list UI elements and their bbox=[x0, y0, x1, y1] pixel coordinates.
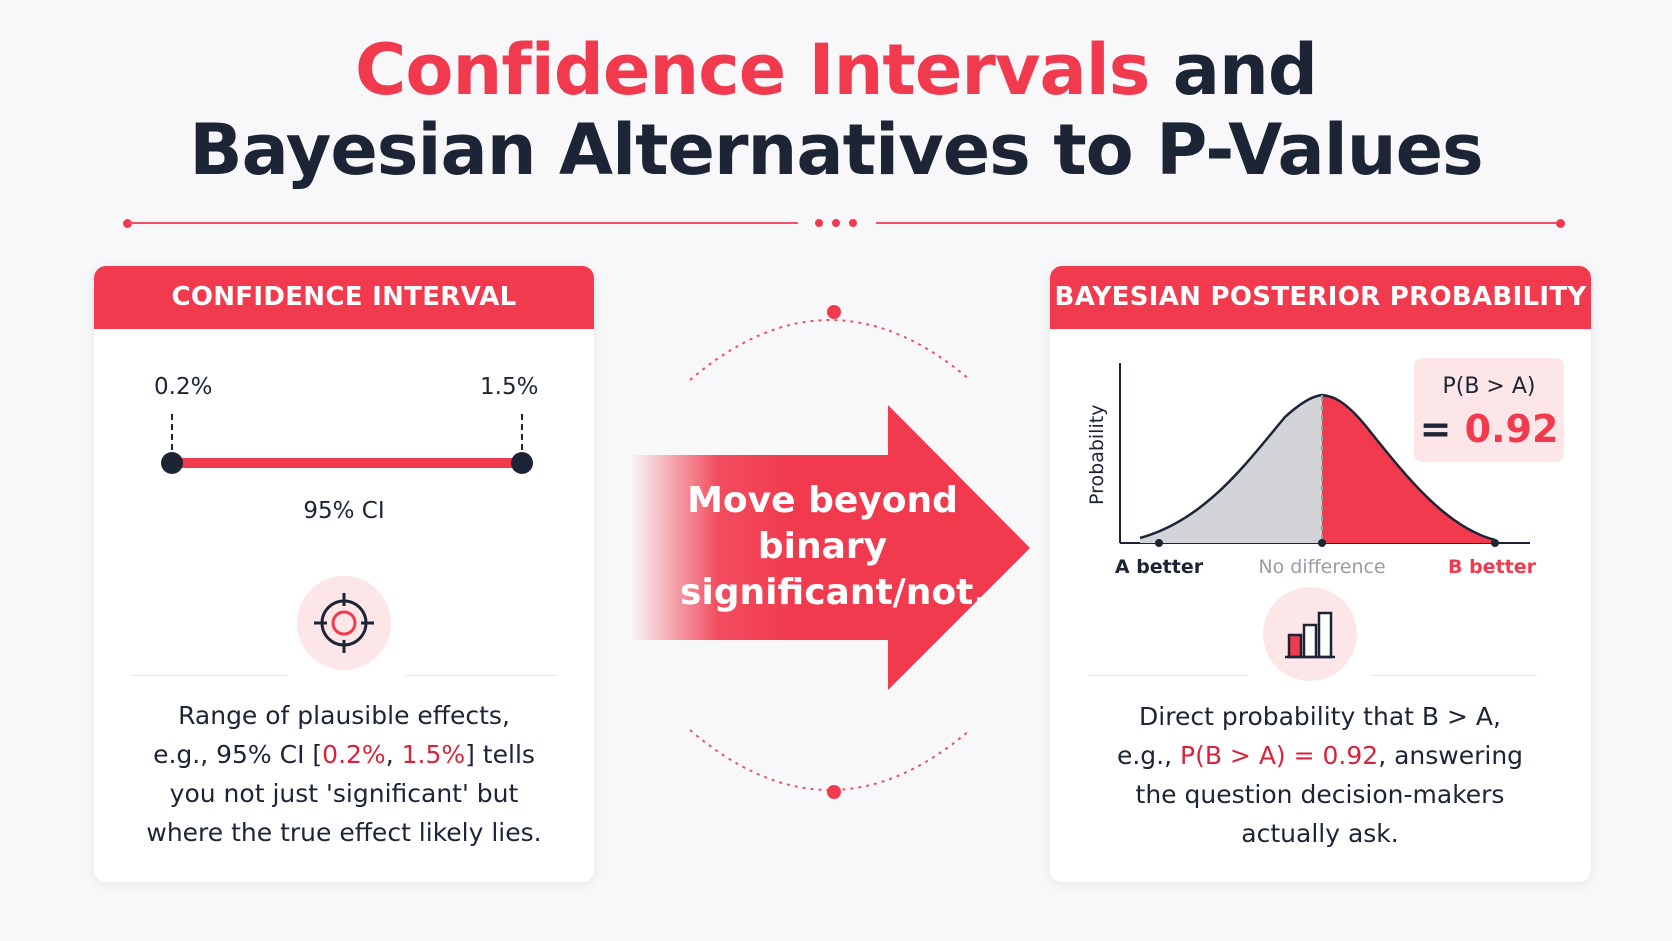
pbox-label: P(B > A) bbox=[1442, 374, 1536, 399]
bayes-desc-line-1: Direct probability that B > A, bbox=[1139, 702, 1501, 731]
divider-line-left bbox=[128, 222, 798, 224]
pbox-value: 0.92 bbox=[1464, 407, 1559, 451]
right-rule-1 bbox=[1088, 675, 1248, 676]
divider-end-dot-right bbox=[1556, 219, 1565, 228]
ci-bar-graphic bbox=[161, 414, 533, 474]
title-accent: Confidence Intervals bbox=[355, 29, 1150, 111]
page-title: Confidence Intervals and Bayesian Altern… bbox=[0, 30, 1672, 190]
arrow-message: Move beyond binary significant/not. bbox=[680, 478, 988, 616]
posterior-distribution-chart: Probability A better No difference B bet… bbox=[1086, 363, 1537, 578]
tail-dot-left bbox=[1155, 539, 1163, 547]
card-header: CONFIDENCE INTERVAL bbox=[94, 266, 594, 329]
ci-high-label: 1.5% bbox=[480, 374, 539, 400]
title-line-1: Confidence Intervals and bbox=[0, 30, 1672, 110]
right-rule-2 bbox=[1372, 675, 1537, 676]
pbox-equation: = 0.92 bbox=[1419, 407, 1559, 451]
divider-dot-3 bbox=[849, 219, 857, 227]
arc-top-dot bbox=[827, 305, 841, 319]
bayes-description: Direct probability that B > A, e.g., P(B… bbox=[1060, 697, 1580, 853]
bayesian-posterior-card: BAYESIAN POSTERIOR PROBABILITY bbox=[1050, 266, 1591, 882]
left-rule-1 bbox=[132, 675, 287, 676]
ci-desc-line-3: you not just 'significant' but bbox=[169, 779, 519, 808]
x-label-a-better: A better bbox=[1115, 556, 1204, 578]
arrow-line-3: significant/not. bbox=[680, 572, 988, 613]
posterior-probability-box: P(B > A) = 0.92 bbox=[1414, 358, 1564, 462]
title-rest: and bbox=[1149, 29, 1318, 111]
dashed-arc-bottom bbox=[689, 729, 971, 791]
dashed-arc-top bbox=[689, 319, 971, 381]
bayes-desc-line-3: the question decision-makers bbox=[1135, 780, 1505, 809]
x-label-b-better: B better bbox=[1448, 556, 1537, 578]
divider-end-dot-left bbox=[123, 219, 132, 228]
y-axis-label: Probability bbox=[1086, 405, 1108, 505]
arrow-line-1: Move beyond bbox=[687, 480, 958, 521]
ci-desc-line-1: Range of plausible effects, bbox=[178, 701, 510, 730]
bar-chart-icon-badge bbox=[1263, 587, 1357, 681]
bayes-desc-line-2: e.g., P(B > A) = 0.92, answering bbox=[1116, 741, 1524, 770]
posterior-area-b-better bbox=[1322, 395, 1495, 543]
tail-dot-mid bbox=[1318, 539, 1326, 547]
confidence-interval-card: CONFIDENCE INTERVAL 0.2% 1.5% 95% CI Ran… bbox=[94, 266, 594, 882]
right-arrow-shape bbox=[630, 405, 1030, 690]
posterior-area-a-better bbox=[1140, 395, 1322, 543]
divider-line-right bbox=[876, 222, 1560, 224]
ci-desc-line-2: e.g., 95% CI [0.2%, 1.5%] tells bbox=[153, 740, 535, 769]
ci-high-endpoint bbox=[511, 452, 533, 474]
bar-chart-icon bbox=[1285, 611, 1335, 659]
tail-dot-right bbox=[1491, 539, 1499, 547]
left-rule-2 bbox=[406, 675, 556, 676]
arrow-line-2: binary bbox=[757, 526, 888, 567]
bayes-desc-line-4: actually ask. bbox=[1241, 819, 1399, 848]
center-arrow-graphic bbox=[630, 305, 1030, 799]
ci-desc-line-4: where the true effect likely lies. bbox=[146, 818, 542, 847]
x-label-no-difference: No difference bbox=[1258, 556, 1385, 578]
divider-dot-2 bbox=[832, 219, 840, 227]
target-icon-badge bbox=[297, 576, 391, 670]
card-header: BAYESIAN POSTERIOR PROBABILITY bbox=[1050, 266, 1591, 329]
ci-description: Range of plausible effects, e.g., 95% CI… bbox=[104, 696, 584, 852]
ci-caption: 95% CI bbox=[303, 498, 385, 524]
ci-low-label: 0.2% bbox=[154, 374, 213, 400]
divider-dot-1 bbox=[815, 219, 823, 227]
title-line-2: Bayesian Alternatives to P-Values bbox=[189, 109, 1483, 191]
ci-low-endpoint bbox=[161, 452, 183, 474]
target-icon bbox=[314, 593, 374, 653]
arc-bottom-dot bbox=[827, 785, 841, 799]
